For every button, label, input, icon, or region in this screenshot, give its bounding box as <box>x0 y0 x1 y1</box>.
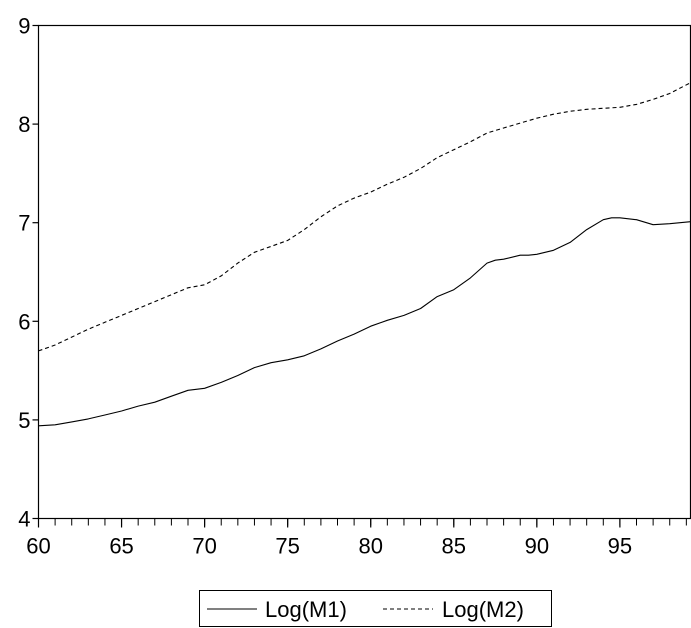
y-axis: 4 5 6 7 8 9 <box>18 14 39 532</box>
legend-label-log-m2: Log(M2) <box>442 597 524 622</box>
y-tick-label: 4 <box>18 507 30 532</box>
x-tick-label: 85 <box>442 534 466 559</box>
x-tick-label: 65 <box>109 534 133 559</box>
x-axis: 60 65 70 75 80 85 90 95 <box>26 518 687 559</box>
y-tick-label: 7 <box>18 211 30 236</box>
x-tick-label: 80 <box>358 534 382 559</box>
x-tick-label: 60 <box>26 534 50 559</box>
x-tick-label: 95 <box>608 534 632 559</box>
x-tick-label: 70 <box>192 534 216 559</box>
legend-box <box>199 590 552 627</box>
series-line-log-m1 <box>38 217 691 427</box>
legend-label-log-m1: Log(M1) <box>265 597 347 622</box>
y-tick-label: 6 <box>18 309 30 334</box>
series-layer <box>38 82 691 427</box>
x-tick-label: 90 <box>525 534 549 559</box>
x-tick-label: 75 <box>275 534 299 559</box>
legend: Log(M1) Log(M2) <box>199 590 552 627</box>
y-tick-label: 8 <box>18 112 30 137</box>
y-tick-label: 5 <box>18 408 30 433</box>
plot-frame <box>37 24 691 520</box>
series-line-log-m2 <box>38 82 691 352</box>
y-tick-label: 9 <box>18 14 30 39</box>
